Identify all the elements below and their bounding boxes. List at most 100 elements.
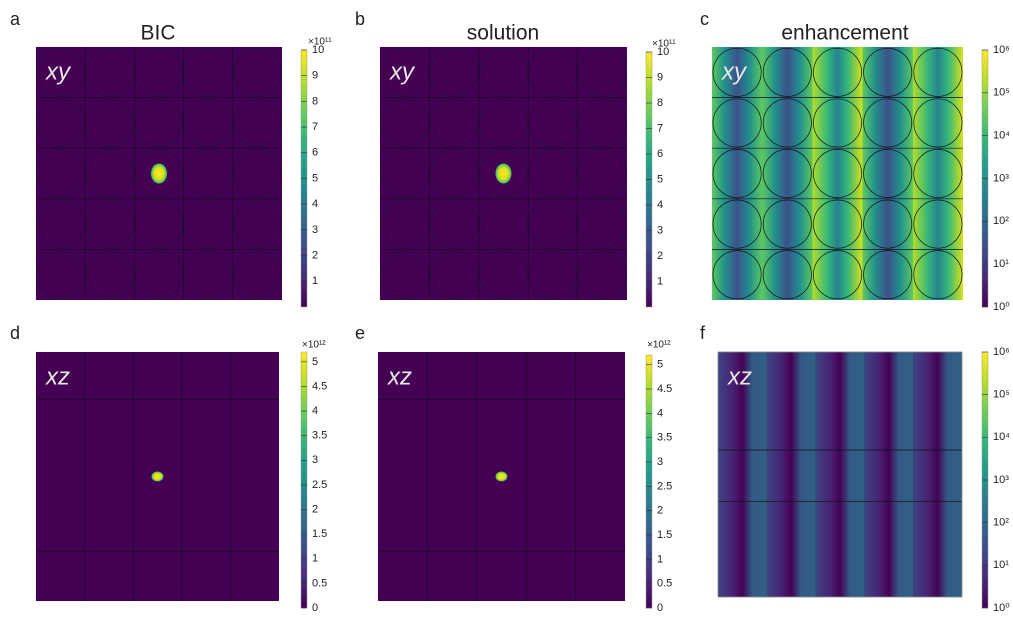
colorbar-tick-label: 10⁶	[993, 346, 1010, 358]
colorbar-tick-label: 3	[657, 456, 663, 468]
unit-cell	[479, 149, 528, 198]
heatmap: xz	[717, 351, 963, 598]
unit-cell	[762, 47, 812, 97]
colorbar-tick-label: 5	[657, 173, 663, 185]
unit-cell	[184, 149, 233, 198]
unit-cell	[479, 250, 528, 299]
unit-cell	[813, 199, 862, 249]
unit-cell	[762, 98, 812, 148]
unit-cell	[184, 200, 233, 249]
unit-cell	[233, 48, 282, 97]
unit-cell	[85, 200, 134, 249]
unit-cell	[429, 98, 479, 148]
colorbar-tick-label: 4	[657, 199, 663, 211]
unit-cell	[712, 250, 762, 300]
unit-cell	[233, 98, 282, 148]
colorbar-tick-label: 10	[657, 46, 669, 58]
unit-cell	[380, 199, 429, 249]
colorbar-tick-label: 1	[657, 275, 663, 287]
field-column	[812, 47, 863, 300]
unit-cell	[380, 250, 429, 299]
unit-cell	[863, 199, 913, 249]
colorbar-tick-label: 4	[657, 407, 663, 419]
field-column	[864, 352, 914, 597]
heatmap: xy	[712, 47, 963, 300]
panel-title: BIC	[140, 22, 175, 45]
hotspot	[151, 163, 167, 184]
unit-cell	[578, 98, 627, 148]
unit-cell	[913, 98, 963, 148]
colorbar-tick-label: 4	[312, 405, 318, 417]
colorbar-tick-label: 2	[657, 250, 663, 262]
plane-label: xz	[45, 363, 70, 390]
field-column	[718, 352, 767, 597]
scale-multiplier: ×10¹²	[302, 340, 326, 351]
colorbar-tick-label: 1.5	[657, 529, 672, 541]
colorbar-tick-label: 10¹	[993, 258, 1009, 270]
colorbar-tick-label: 0	[657, 602, 663, 614]
unit-cell	[380, 48, 429, 97]
unit-cell	[134, 250, 184, 299]
colorbar-tick-label: 2	[312, 250, 318, 262]
unit-cell	[36, 149, 85, 198]
unit-cell	[429, 149, 479, 198]
unit-cell	[134, 200, 184, 249]
unit-cell	[762, 250, 812, 300]
unit-cell	[863, 47, 913, 97]
colorbar-tick-label: 10⁶	[993, 44, 1010, 56]
unit-cell	[233, 200, 282, 249]
colorbar-tick-label: 5	[657, 359, 663, 371]
unit-cell	[863, 149, 913, 198]
unit-cell	[479, 98, 528, 148]
unit-cell	[429, 48, 479, 97]
unit-cell	[429, 199, 479, 249]
panel-letter: c	[700, 9, 709, 29]
colorbar-tick-label: 3.5	[312, 430, 327, 442]
colorbar-tick-label: 1	[312, 275, 318, 287]
colorbar-tick-label: 2.5	[657, 480, 672, 492]
panel-letter: d	[10, 323, 20, 343]
plane-label: xz	[387, 363, 412, 390]
colorbar-tick-label: 8	[312, 95, 318, 107]
unit-cell	[913, 199, 963, 249]
field-column	[766, 352, 816, 597]
colorbar-tick-label: 4.5	[657, 383, 672, 395]
unit-cell	[36, 98, 85, 148]
frame	[717, 351, 963, 598]
colorbar-tick-label: 7	[312, 121, 318, 133]
panel-letter: a	[10, 9, 21, 29]
panel-title: enhancement	[781, 22, 908, 45]
unit-cell	[863, 98, 913, 148]
unit-cell	[479, 48, 528, 97]
colorbar-tick-label: 3	[312, 224, 318, 236]
field-column	[762, 47, 813, 300]
colorbar-tick-label: 6	[312, 147, 318, 159]
unit-cell	[762, 199, 812, 249]
colorbar-tick-label: 7	[657, 122, 663, 134]
colorbar-tick-label: 10⁴	[993, 130, 1010, 142]
unit-cell	[85, 250, 134, 299]
plane-label: xy	[45, 58, 72, 85]
panel-letter: b	[355, 9, 365, 29]
unit-cell	[528, 199, 578, 249]
unit-cell	[813, 47, 862, 97]
unit-cell	[36, 48, 85, 97]
unit-cell	[134, 48, 184, 97]
hotspot	[495, 471, 508, 482]
unit-cell	[813, 98, 862, 148]
colorbar-tick-label: 5	[312, 356, 318, 368]
unit-cell	[913, 250, 963, 300]
unit-cell	[813, 149, 862, 198]
colorbar-tick-label: 1	[312, 553, 318, 565]
unit-cell	[528, 250, 578, 299]
colorbar-tick-label: 10³	[993, 172, 1009, 184]
plane-label: xz	[727, 363, 752, 390]
panel-letter: e	[355, 323, 365, 343]
panel-title: solution	[467, 22, 539, 45]
colorbar-tick-label: 10⁵	[993, 389, 1010, 401]
panel-letter: f	[700, 323, 706, 343]
unit-cell	[134, 98, 184, 148]
colorbar-tick-label: 8	[657, 97, 663, 109]
unit-cell	[913, 149, 963, 198]
